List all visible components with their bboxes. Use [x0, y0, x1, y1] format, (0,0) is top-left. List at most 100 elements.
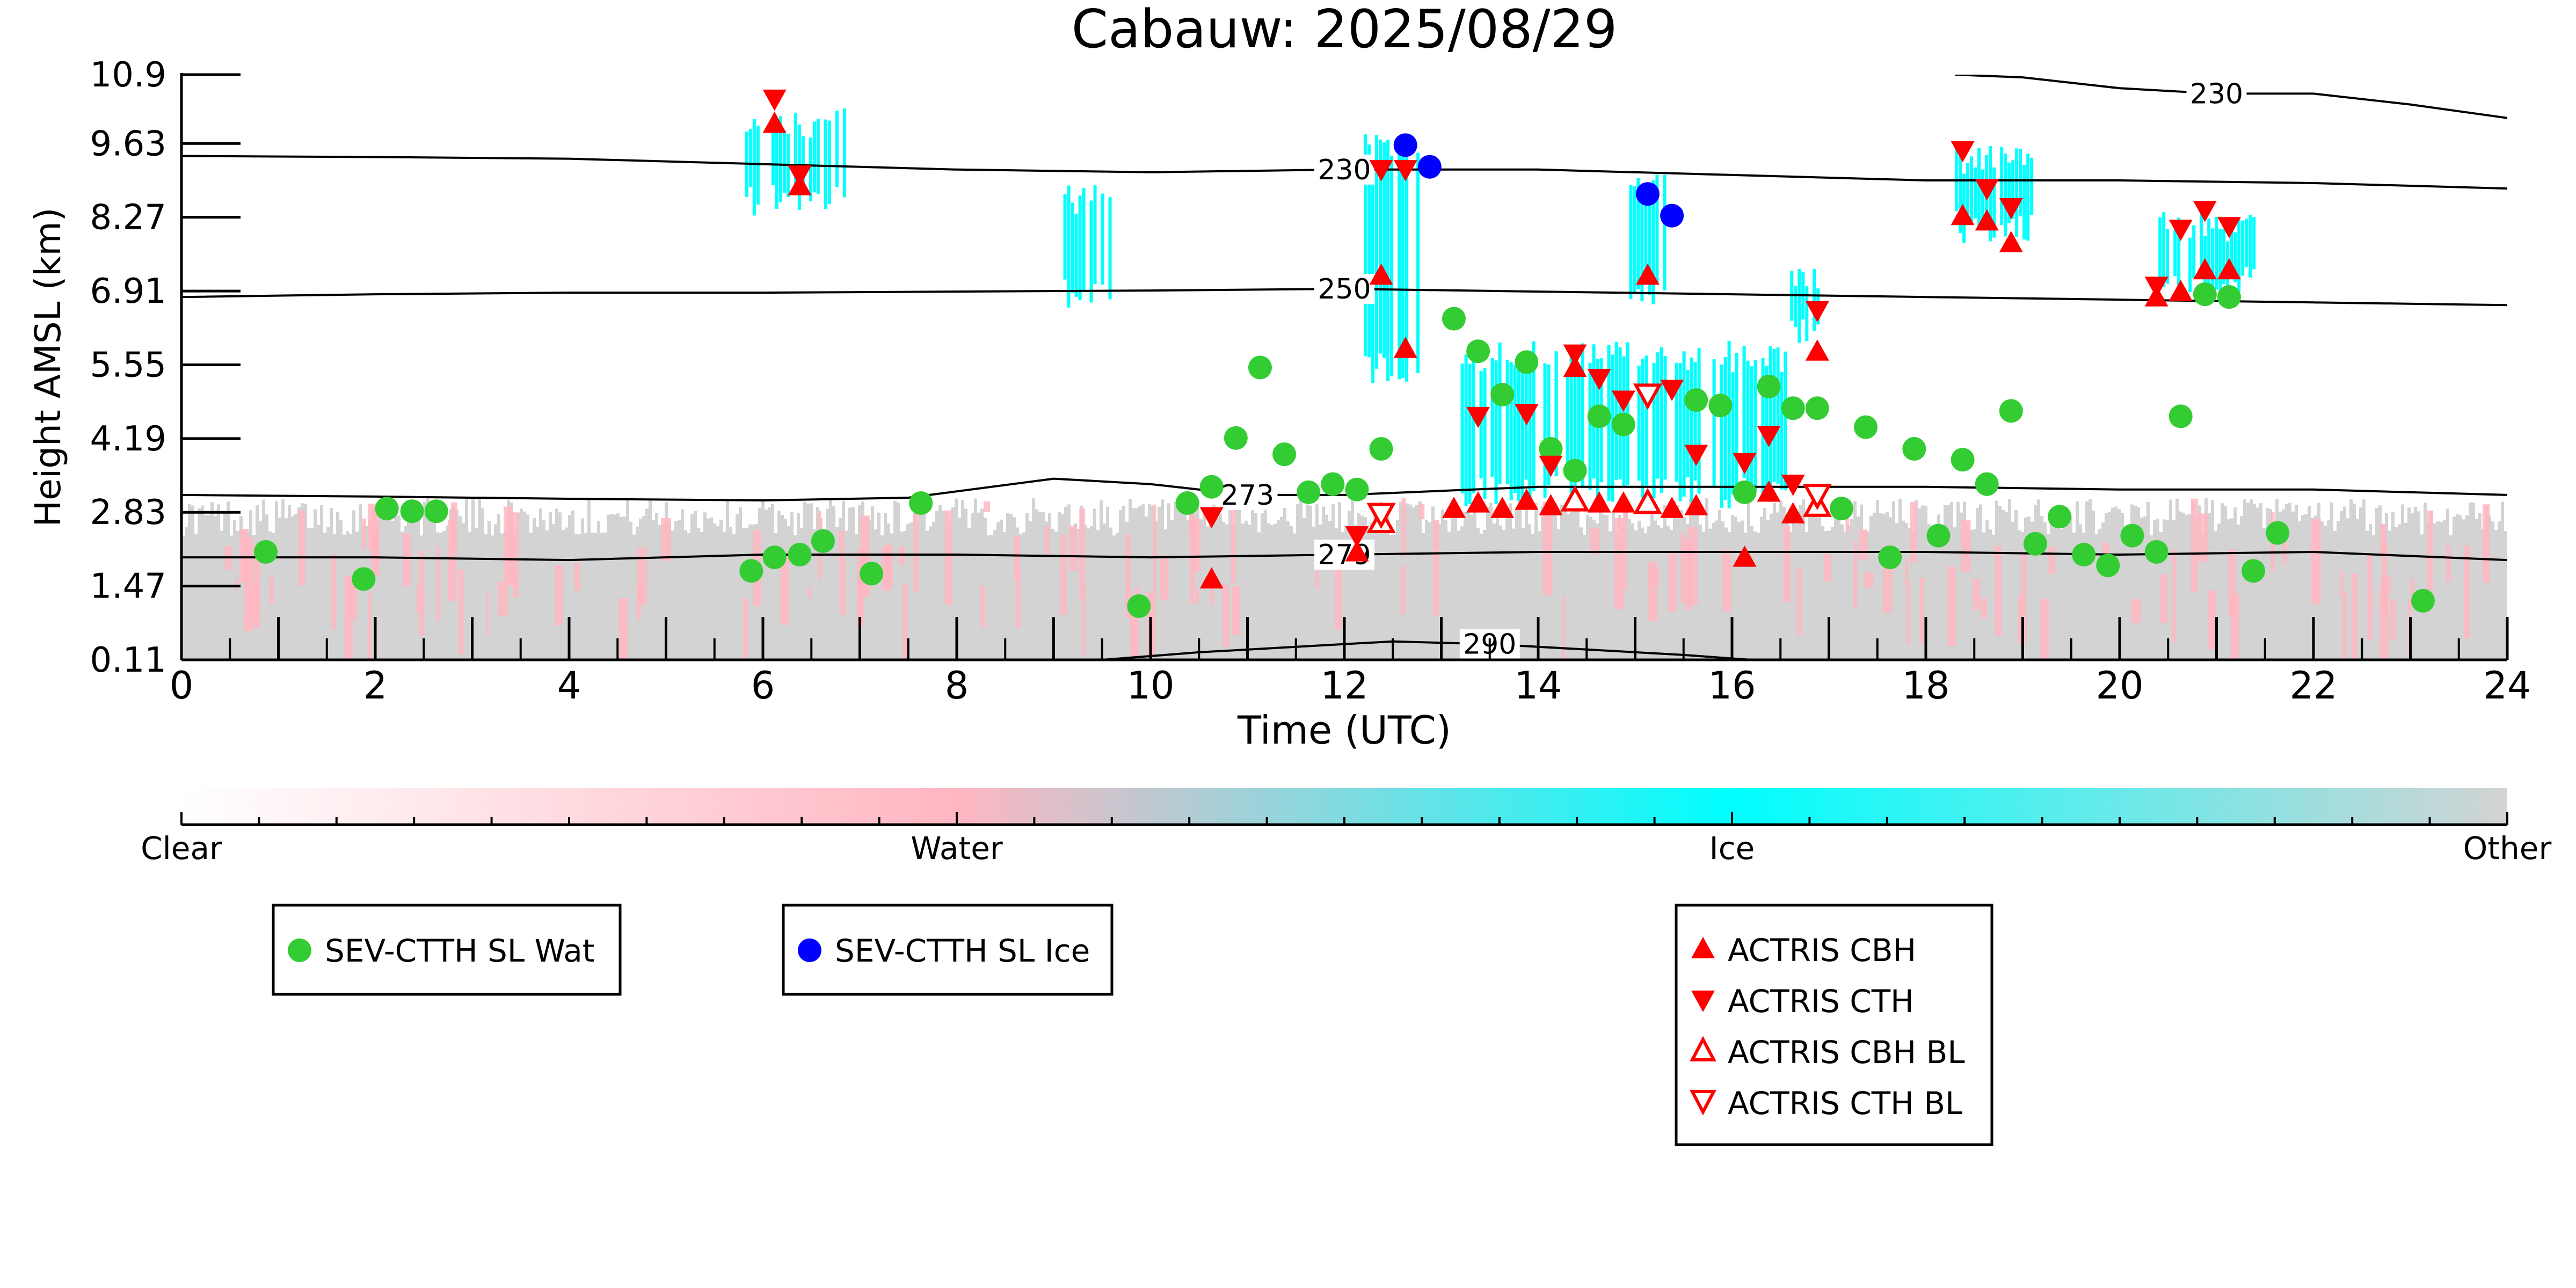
- other-class-column: [1934, 528, 1937, 660]
- other-class-column: [2372, 535, 2375, 660]
- other-class-column: [397, 515, 401, 660]
- ice-class-column: [2030, 157, 2034, 215]
- water-class-patch: [1614, 518, 1624, 609]
- water-class-patch: [1222, 584, 1229, 647]
- other-class-column: [1480, 533, 1483, 660]
- other-class-column: [665, 502, 668, 660]
- other-class-column: [1100, 500, 1103, 660]
- other-class-column: [201, 505, 204, 660]
- other-class-column: [2375, 508, 2378, 660]
- isotherm-label-bg: [2186, 78, 2247, 109]
- other-class-column: [2047, 534, 2050, 660]
- ice-class-column: [1405, 140, 1409, 382]
- other-class-column: [1467, 510, 1470, 660]
- other-class-column: [1447, 532, 1451, 660]
- ice-class-column: [1644, 185, 1648, 279]
- x-tick-label: 10: [1126, 664, 1174, 708]
- water-class-patch: [367, 504, 377, 551]
- other-class-column: [214, 516, 217, 660]
- x-tick-label: 2: [363, 664, 388, 708]
- other-class-column: [1792, 517, 1795, 660]
- ice-class-column: [2026, 154, 2030, 241]
- other-class-column: [2237, 524, 2240, 660]
- other-class-column: [468, 532, 471, 660]
- other-class-column: [307, 528, 310, 660]
- marker-actris-cth: [1951, 141, 1975, 163]
- y-tick-label: 10.9: [90, 55, 167, 95]
- other-class-column: [1963, 501, 1966, 660]
- other-class-column: [2269, 509, 2272, 660]
- water-class-patch: [840, 559, 846, 615]
- marker-sev-ctth-sl-wat: [1515, 350, 1539, 374]
- ice-class-column: [1364, 134, 1367, 356]
- water-class-patch: [2191, 498, 2198, 592]
- other-class-column: [401, 531, 404, 660]
- other-class-column: [336, 512, 339, 660]
- other-class-column: [1612, 513, 1615, 660]
- water-class-patch: [2131, 599, 2141, 624]
- other-class-column: [890, 533, 893, 660]
- other-class-column: [2256, 507, 2259, 660]
- colorbar-label-clear: Clear: [141, 830, 222, 867]
- water-class-patch: [1905, 558, 1908, 585]
- ice-class-column: [2233, 232, 2237, 282]
- other-class-column: [1847, 525, 1850, 660]
- other-class-column: [1563, 504, 1567, 660]
- other-class-column: [1235, 498, 1238, 660]
- other-class-column: [2266, 507, 2269, 660]
- other-class-column: [1280, 516, 1283, 660]
- water-class-patch: [362, 518, 366, 549]
- other-class-column: [1087, 528, 1090, 660]
- marker-sev-ctth-sl-wat: [1175, 491, 1199, 515]
- other-class-column: [1187, 520, 1190, 660]
- other-class-column: [1667, 526, 1670, 660]
- ice-class-column: [756, 126, 760, 205]
- other-class-column: [1106, 506, 1109, 660]
- other-class-column: [581, 518, 584, 660]
- marker-actris-cth: [2144, 276, 2169, 298]
- other-class-column: [1505, 507, 1509, 660]
- ice-class-column: [816, 119, 820, 194]
- other-class-column: [1116, 533, 1119, 660]
- other-class-column: [526, 514, 529, 660]
- other-class-column: [845, 530, 848, 660]
- ice-class-column: [2218, 229, 2222, 296]
- marker-sev-ctth-sl-wat: [1902, 437, 1926, 461]
- other-class-column: [2301, 515, 2304, 660]
- other-class-column: [1944, 505, 1947, 660]
- other-class-column: [1541, 506, 1544, 660]
- ice-class-column: [2007, 162, 2011, 223]
- other-class-column: [1483, 529, 1486, 660]
- water-class-patch: [2228, 549, 2236, 616]
- other-class-column: [1151, 505, 1154, 660]
- ice-class-column: [1780, 372, 1784, 490]
- ice-class-column: [1753, 360, 1757, 493]
- water-class-patch: [1125, 534, 1131, 618]
- ice-class-column: [1746, 360, 1750, 486]
- other-class-column: [204, 515, 207, 660]
- other-class-column: [542, 519, 545, 660]
- marker-sev-ctth-sl-wat: [1224, 426, 1248, 450]
- other-class-column: [848, 507, 852, 660]
- marker-sev-ctth-sl-wat: [1805, 396, 1829, 420]
- other-class-column: [652, 520, 655, 660]
- other-class-column: [2443, 520, 2446, 660]
- other-class-column: [1054, 532, 1058, 660]
- other-class-column: [285, 518, 288, 660]
- marker-sev-ctth-sl-wat: [375, 497, 399, 521]
- other-class-column: [826, 508, 829, 660]
- ice-class-column: [1367, 144, 1371, 358]
- ice-class-column: [1690, 357, 1693, 503]
- ice-class-column: [1750, 366, 1753, 497]
- other-class-column: [1821, 526, 1824, 660]
- other-class-column: [529, 532, 533, 660]
- other-class-column: [239, 516, 243, 660]
- ice-class-column: [1520, 362, 1524, 498]
- other-class-column: [1525, 508, 1528, 660]
- isotherm-line: [181, 477, 2507, 502]
- water-class-patch: [1153, 505, 1156, 596]
- marker-sev-ctth-sl-wat: [788, 543, 812, 567]
- marker-actris-cth: [1466, 406, 1490, 428]
- marker-sev-ctth-sl-wat: [1781, 396, 1805, 420]
- other-class-column: [394, 515, 397, 660]
